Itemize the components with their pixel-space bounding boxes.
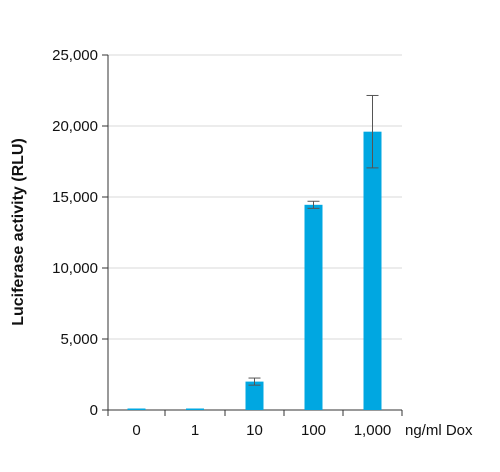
y-tick-label: 25,000	[52, 47, 98, 64]
bar-10	[245, 381, 264, 410]
gridlines	[108, 54, 402, 340]
bar-0	[127, 408, 146, 410]
y-tick-label: 15,000	[52, 189, 98, 206]
x-tick-label: 100	[301, 422, 326, 439]
y-tick-label: 0	[90, 402, 98, 419]
bar-1000	[363, 131, 382, 410]
error-bars	[248, 94, 379, 386]
bars	[127, 131, 382, 410]
x-tick-label: 10	[246, 422, 263, 439]
y-tick-label: 5,000	[60, 331, 98, 348]
x-axis-unit-label: ng/ml Dox	[405, 422, 473, 439]
bar-100	[304, 204, 323, 410]
x-tick-label: 1,000	[354, 422, 392, 439]
axes	[107, 55, 402, 411]
y-tick-label: 10,000	[52, 260, 98, 277]
x-axis-ticks: 0 1 10 100 1,000	[107, 410, 403, 439]
x-tick-label: 0	[132, 422, 140, 439]
y-tick-label: 20,000	[52, 118, 98, 135]
y-axis-title: Luciferase activity (RLU)	[10, 138, 27, 326]
bar-1	[186, 408, 204, 410]
x-tick-label: 1	[191, 422, 199, 439]
y-axis-ticks: 0 5,000 10,000 15,000 20,000 25,000	[52, 47, 108, 419]
